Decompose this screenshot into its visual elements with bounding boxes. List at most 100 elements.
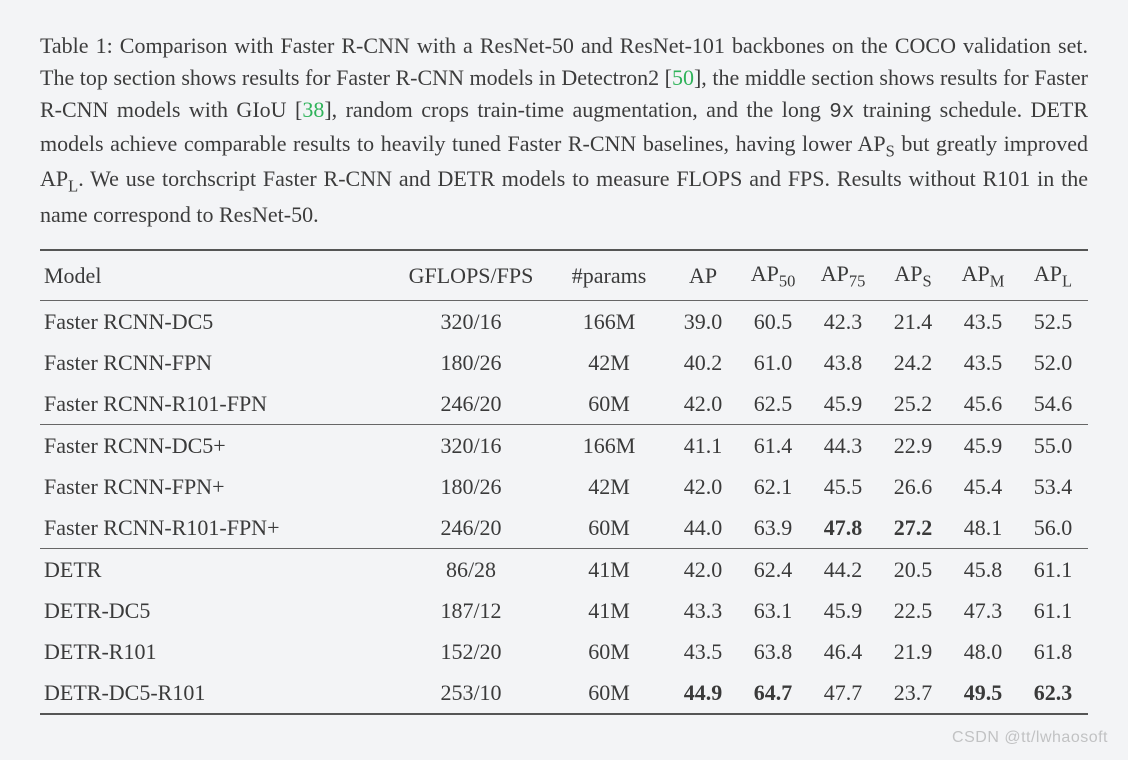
col-params: #params: [550, 250, 668, 301]
table-row: DETR-R101152/2060M43.563.846.421.948.061…: [40, 631, 1088, 672]
mono-9x: 9x: [829, 101, 854, 124]
cell-aps: 20.5: [878, 548, 948, 590]
cell-ap: 42.0: [668, 548, 738, 590]
cell-gflops: 180/26: [392, 466, 550, 507]
cell-ap50: 63.9: [738, 507, 808, 549]
cell-ap75: 43.8: [808, 342, 878, 383]
cell-ap: 40.2: [668, 342, 738, 383]
table-row: DETR86/2841M42.062.444.220.545.861.1: [40, 548, 1088, 590]
cell-aps: 21.9: [878, 631, 948, 672]
cell-model: DETR-DC5: [40, 590, 392, 631]
cell-params: 60M: [550, 631, 668, 672]
cell-gflops: 320/16: [392, 424, 550, 466]
col-gflops: GFLOPS/FPS: [392, 250, 550, 301]
col-ap50: AP50: [738, 250, 808, 301]
cell-apm: 45.9: [948, 424, 1018, 466]
cell-ap50: 62.1: [738, 466, 808, 507]
cell-apl: 52.5: [1018, 300, 1088, 342]
col-model: Model: [40, 250, 392, 301]
subscript-s: S: [886, 141, 895, 160]
cell-apm: 45.6: [948, 383, 1018, 425]
cell-model: Faster RCNN-FPN+: [40, 466, 392, 507]
cell-ap: 39.0: [668, 300, 738, 342]
cell-aps: 21.4: [878, 300, 948, 342]
cell-model: DETR-R101: [40, 631, 392, 672]
cell-apl: 62.3: [1018, 672, 1088, 714]
cell-ap50: 61.0: [738, 342, 808, 383]
citation-50: 50: [672, 65, 694, 90]
cell-ap75: 44.2: [808, 548, 878, 590]
col-ap75: AP75: [808, 250, 878, 301]
col-aps: APS: [878, 250, 948, 301]
cell-params: 42M: [550, 342, 668, 383]
caption-text: ], random crops train-time augmentation,…: [324, 97, 829, 122]
cell-gflops: 180/26: [392, 342, 550, 383]
cell-ap: 44.9: [668, 672, 738, 714]
cell-ap75: 46.4: [808, 631, 878, 672]
cell-ap75: 45.5: [808, 466, 878, 507]
table-body: Faster RCNN-DC5320/16166M39.060.542.321.…: [40, 300, 1088, 714]
col-apl: APL: [1018, 250, 1088, 301]
cell-apl: 61.1: [1018, 548, 1088, 590]
cell-aps: 23.7: [878, 672, 948, 714]
cell-ap50: 62.4: [738, 548, 808, 590]
col-apm: APM: [948, 250, 1018, 301]
cell-aps: 27.2: [878, 507, 948, 549]
cell-params: 166M: [550, 300, 668, 342]
cell-params: 41M: [550, 548, 668, 590]
cell-gflops: 246/20: [392, 383, 550, 425]
cell-params: 42M: [550, 466, 668, 507]
results-table: Model GFLOPS/FPS #params AP AP50 AP75 AP…: [40, 249, 1088, 715]
cell-model: Faster RCNN-DC5: [40, 300, 392, 342]
cell-ap75: 47.8: [808, 507, 878, 549]
cell-ap: 41.1: [668, 424, 738, 466]
cell-ap75: 44.3: [808, 424, 878, 466]
cell-ap: 43.3: [668, 590, 738, 631]
cell-model: Faster RCNN-R101-FPN: [40, 383, 392, 425]
watermark: CSDN @tt/lwhaosoft: [952, 726, 1108, 750]
cell-apl: 61.1: [1018, 590, 1088, 631]
cell-apl: 53.4: [1018, 466, 1088, 507]
cell-params: 60M: [550, 672, 668, 714]
cell-ap50: 63.1: [738, 590, 808, 631]
cell-aps: 26.6: [878, 466, 948, 507]
cell-ap: 44.0: [668, 507, 738, 549]
table-row: Faster RCNN-DC5320/16166M39.060.542.321.…: [40, 300, 1088, 342]
table-row: Faster RCNN-R101-FPN246/2060M42.062.545.…: [40, 383, 1088, 425]
cell-model: DETR: [40, 548, 392, 590]
cell-ap75: 45.9: [808, 590, 878, 631]
cell-ap50: 64.7: [738, 672, 808, 714]
cell-apl: 56.0: [1018, 507, 1088, 549]
cell-model: Faster RCNN-R101-FPN+: [40, 507, 392, 549]
cell-apl: 55.0: [1018, 424, 1088, 466]
cell-ap: 42.0: [668, 466, 738, 507]
cell-ap75: 47.7: [808, 672, 878, 714]
cell-params: 60M: [550, 507, 668, 549]
subscript-l: L: [68, 177, 78, 196]
table-row: Faster RCNN-FPN180/2642M40.261.043.824.2…: [40, 342, 1088, 383]
cell-ap50: 63.8: [738, 631, 808, 672]
cell-apl: 61.8: [1018, 631, 1088, 672]
cell-gflops: 86/28: [392, 548, 550, 590]
table-row: DETR-DC5187/1241M43.363.145.922.547.361.…: [40, 590, 1088, 631]
cell-gflops: 246/20: [392, 507, 550, 549]
table-caption: Table 1: Comparison with Faster R-CNN wi…: [40, 30, 1088, 231]
cell-gflops: 187/12: [392, 590, 550, 631]
cell-apm: 48.0: [948, 631, 1018, 672]
cell-model: Faster RCNN-FPN: [40, 342, 392, 383]
caption-text: . We use torchscript Faster R-CNN and DE…: [40, 166, 1088, 226]
table-row: Faster RCNN-R101-FPN+246/2060M44.063.947…: [40, 507, 1088, 549]
cell-ap50: 60.5: [738, 300, 808, 342]
table-row: Faster RCNN-FPN+180/2642M42.062.145.526.…: [40, 466, 1088, 507]
cell-params: 60M: [550, 383, 668, 425]
cell-aps: 22.9: [878, 424, 948, 466]
cell-apm: 45.4: [948, 466, 1018, 507]
cell-apl: 54.6: [1018, 383, 1088, 425]
cell-ap: 42.0: [668, 383, 738, 425]
cell-aps: 24.2: [878, 342, 948, 383]
cell-apm: 43.5: [948, 300, 1018, 342]
cell-ap75: 42.3: [808, 300, 878, 342]
cell-apm: 45.8: [948, 548, 1018, 590]
col-ap: AP: [668, 250, 738, 301]
cell-apm: 49.5: [948, 672, 1018, 714]
